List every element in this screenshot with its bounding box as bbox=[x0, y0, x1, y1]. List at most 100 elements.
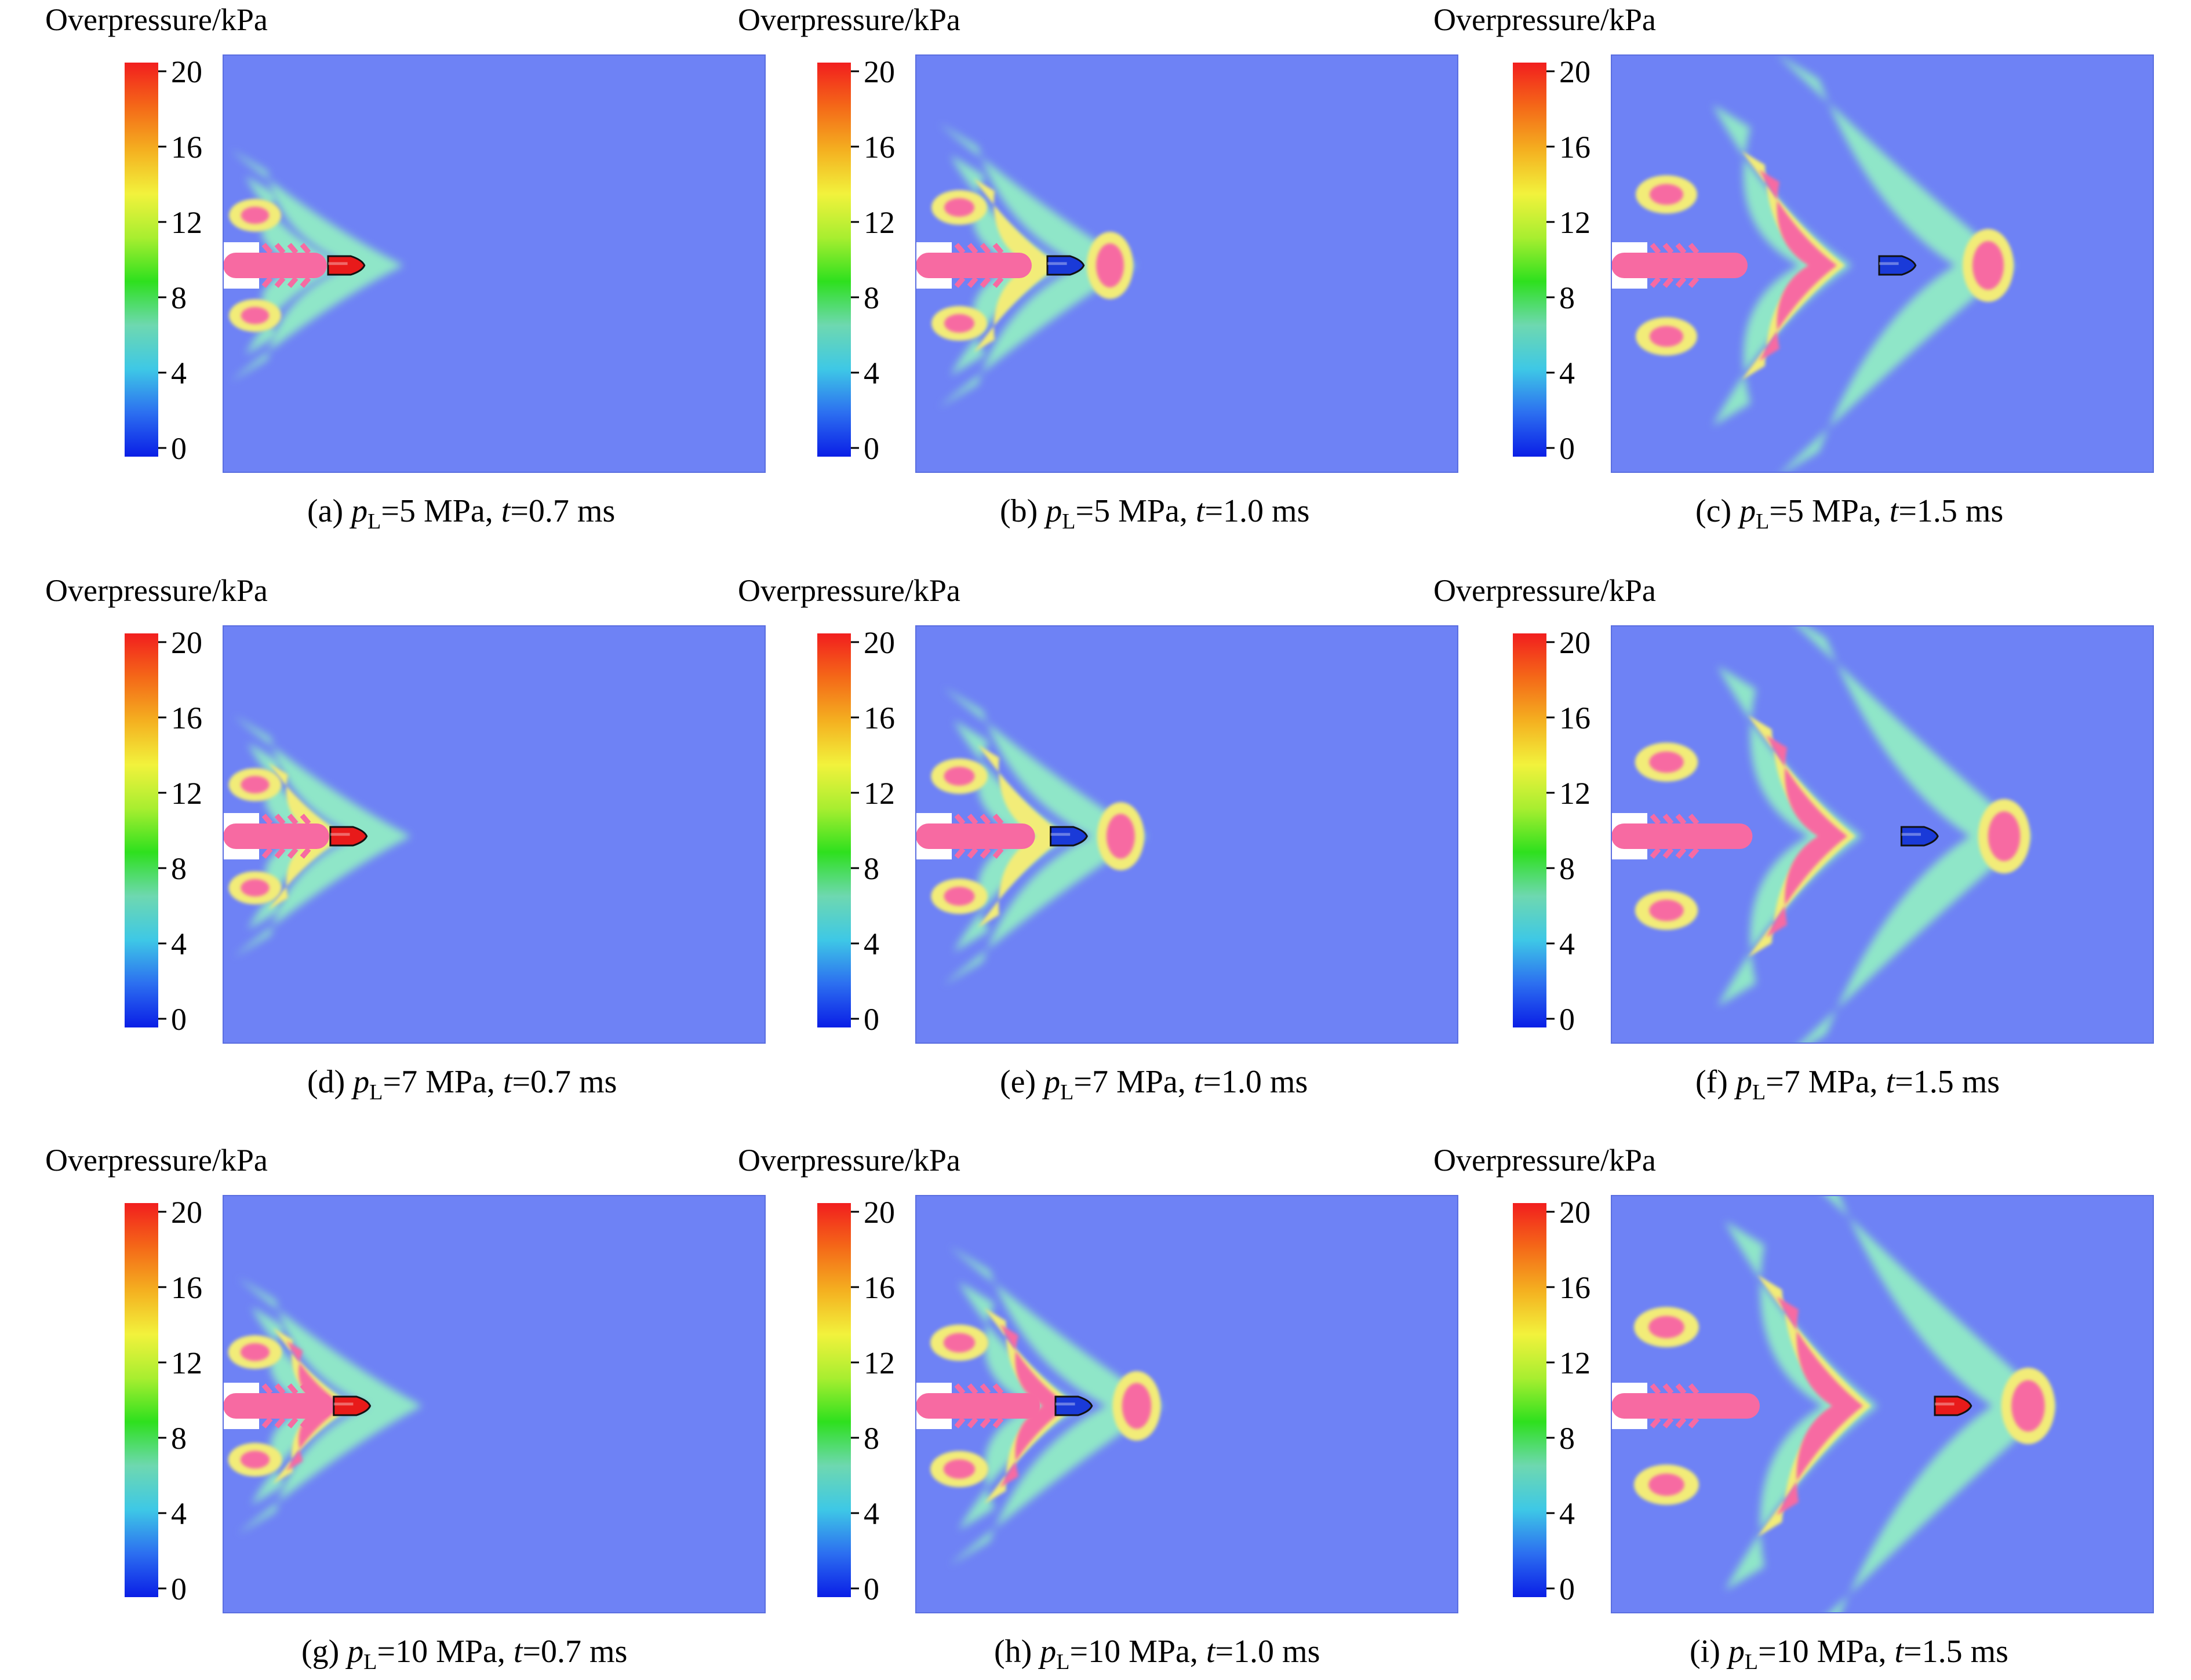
colorbar-tick-label: 20 bbox=[864, 1195, 895, 1230]
panel-caption: (h) pL=10 MPa, t=1.0 ms bbox=[994, 1634, 1320, 1674]
colorbar-title: Overpressure/kPa bbox=[738, 573, 960, 608]
colorbar-tick-label: 12 bbox=[864, 205, 895, 240]
jet-striation bbox=[967, 1417, 978, 1428]
inner-shock-wave bbox=[1725, 1221, 1878, 1591]
colorbar bbox=[1513, 1203, 1546, 1597]
muzzle-vortex-core bbox=[1649, 751, 1684, 773]
jet-striation bbox=[954, 1383, 966, 1395]
projectile bbox=[1878, 255, 1917, 276]
outer-shock-core-peak bbox=[2011, 1380, 2045, 1432]
jet-striation bbox=[980, 243, 991, 254]
outer-shock-core-peak bbox=[1122, 1383, 1152, 1429]
panel-caption: (g) pL=10 MPa, t=0.7 ms bbox=[301, 1634, 627, 1674]
jet-striation bbox=[287, 814, 299, 825]
colorbar-tick-label: 8 bbox=[1559, 280, 1575, 315]
outer-shock-wave bbox=[231, 150, 403, 381]
jet-striation bbox=[261, 243, 273, 254]
colorbar-tick-label: 20 bbox=[1559, 1195, 1591, 1230]
gas-jet bbox=[1611, 823, 1753, 849]
overpressure-field bbox=[223, 626, 765, 1043]
jet-striation bbox=[1688, 847, 1699, 859]
colorbar-tick-label: 8 bbox=[1559, 1421, 1575, 1456]
panel-caption: (c) pL=5 MPa, t=1.5 ms bbox=[1695, 493, 2003, 534]
colorbar-tick-label: 4 bbox=[864, 1496, 879, 1531]
panel-d: Overpressure/kPa 20 16 12 8 4 0 (d) pL=7 MPa, t… bbox=[45, 573, 766, 1105]
jet-striation bbox=[1662, 1383, 1674, 1395]
jet-striation bbox=[992, 276, 1004, 288]
colorbar-tick-label: 8 bbox=[864, 280, 879, 315]
inner-shock-ring bbox=[272, 1328, 353, 1484]
field-frame bbox=[223, 1195, 766, 1613]
jet-striation bbox=[261, 814, 273, 825]
jet-striation bbox=[274, 243, 286, 254]
jet-striation bbox=[954, 1417, 966, 1428]
projectile bbox=[1046, 255, 1085, 276]
jet-striation bbox=[274, 1417, 286, 1428]
outer-shock-core-peak bbox=[1106, 814, 1135, 859]
panel-f: Overpressure/kPa 20 16 12 8 4 0 (f) pL=7 MPa, t… bbox=[1433, 573, 2154, 1105]
colorbar-tick-label: 0 bbox=[171, 431, 187, 466]
panel-i: Overpressure/kPa 20 16 12 8 4 0 (i) pL=10 MPa, … bbox=[1433, 1143, 2154, 1674]
colorbar-title: Overpressure/kPa bbox=[45, 573, 268, 608]
jet-striation bbox=[1650, 814, 1661, 825]
jet-striation bbox=[1675, 847, 1687, 859]
colorbar bbox=[1513, 633, 1546, 1027]
overpressure-field bbox=[1611, 626, 2153, 1043]
projectile bbox=[1900, 826, 1939, 847]
panel-caption: (f) pL=7 MPa, t=1.5 ms bbox=[1695, 1064, 2000, 1105]
projectile bbox=[327, 255, 366, 276]
jet-striation bbox=[300, 847, 311, 859]
colorbar-tick-label: 12 bbox=[171, 776, 202, 811]
jet-striation bbox=[992, 1383, 1004, 1395]
jet-striation bbox=[1688, 243, 1699, 254]
jet-striation bbox=[954, 243, 966, 254]
colorbar-tick-label: 0 bbox=[864, 1002, 879, 1037]
projectile bbox=[1054, 1395, 1093, 1416]
jet-striation bbox=[300, 243, 311, 254]
jet-striation bbox=[980, 1417, 991, 1428]
field-frame bbox=[223, 54, 766, 473]
muzzle-vortex-core bbox=[944, 767, 975, 786]
colorbar bbox=[817, 63, 851, 457]
jet-striation bbox=[300, 276, 311, 288]
jet-striation bbox=[992, 243, 1004, 254]
colorbar-tick-label: 20 bbox=[1559, 54, 1591, 89]
colorbar-tick-label: 4 bbox=[1559, 356, 1575, 391]
jet-striation bbox=[1688, 276, 1699, 288]
gas-jet bbox=[1611, 253, 1748, 278]
jet-striation bbox=[1662, 847, 1674, 859]
outer-shock-core-peak bbox=[1096, 243, 1124, 287]
muzzle-vortex-core bbox=[1649, 899, 1684, 921]
colorbar-tick-label: 0 bbox=[864, 1572, 879, 1606]
panel-a: Overpressure/kPa 20 16 12 8 4 0 (a) pL=5 MPa, t… bbox=[45, 2, 766, 534]
colorbar-tick-label: 16 bbox=[1559, 701, 1591, 735]
panel-g: Overpressure/kPa 20 16 12 8 4 0 (g) pL=10 MPa, … bbox=[45, 1143, 766, 1674]
gas-jet bbox=[1611, 1393, 1760, 1419]
inner-shock-peak bbox=[1777, 1296, 1863, 1515]
muzzle-vortex-core bbox=[944, 314, 974, 333]
jet-striation bbox=[1688, 1383, 1699, 1395]
panel-caption: (i) pL=10 MPa, t=1.5 ms bbox=[1690, 1634, 2008, 1674]
jet-striation bbox=[980, 847, 991, 859]
colorbar-tick-label: 4 bbox=[1559, 927, 1575, 961]
field-frame bbox=[1611, 1195, 2154, 1613]
field-frame bbox=[915, 1195, 1458, 1613]
colorbar-tick-label: 0 bbox=[171, 1572, 187, 1606]
colorbar-tick-label: 8 bbox=[864, 851, 879, 886]
jet-striation bbox=[1688, 1417, 1699, 1428]
panel-caption: (a) pL=5 MPa, t=0.7 ms bbox=[307, 493, 615, 534]
panel-b: Overpressure/kPa 20 16 12 8 4 0 (b) pL=5 MPa, t… bbox=[738, 2, 1458, 534]
colorbar-tick-label: 8 bbox=[171, 1421, 187, 1456]
inner-shock-peak bbox=[1766, 735, 1847, 938]
outer-shock-core-peak bbox=[1972, 241, 2004, 290]
jet-striation bbox=[980, 814, 991, 825]
jet-striation bbox=[1688, 814, 1699, 825]
inner-shock-wave bbox=[1713, 105, 1852, 426]
field-frame bbox=[1611, 625, 2154, 1044]
jet-striation bbox=[967, 243, 978, 254]
jet-striation bbox=[992, 814, 1004, 825]
inner-shock-wave bbox=[1717, 666, 1862, 1007]
colorbar-tick-label: 16 bbox=[864, 130, 895, 165]
muzzle-vortex-core bbox=[241, 307, 270, 325]
